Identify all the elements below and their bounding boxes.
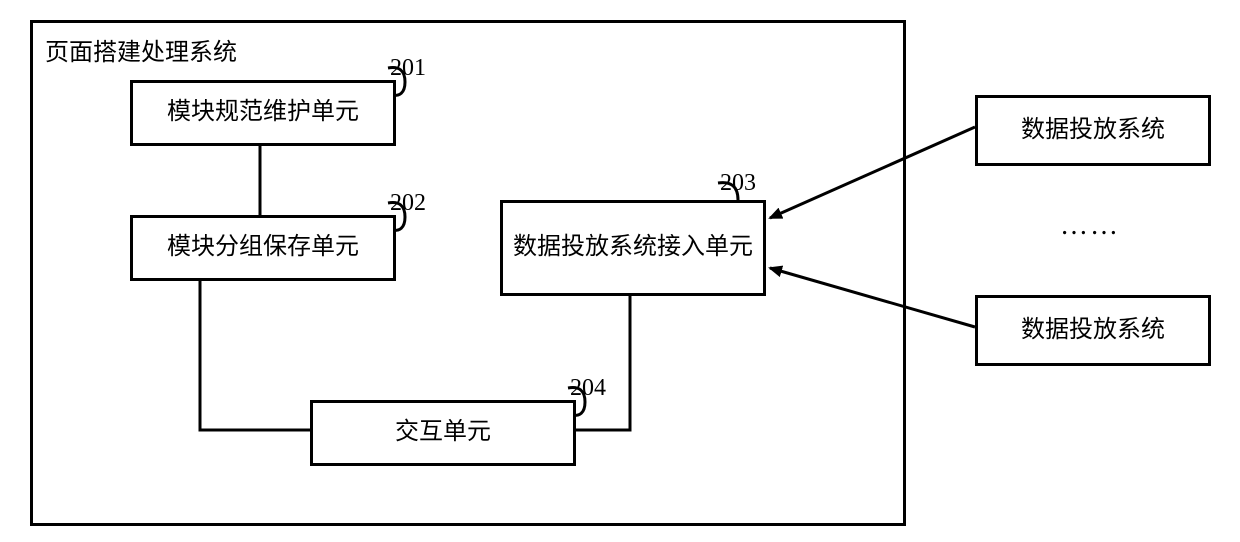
node-id-201: 201	[390, 55, 426, 82]
ellipsis: ……	[1060, 210, 1120, 242]
data-delivery-system-1: 数据投放系统	[975, 95, 1211, 166]
node-id-202: 202	[390, 190, 426, 217]
node-label: 模块分组保存单元	[167, 232, 359, 263]
node-label: 交互单元	[395, 417, 491, 448]
node-id-204: 204	[570, 375, 606, 402]
data-delivery-access-unit: 数据投放系统接入单元	[500, 200, 766, 296]
system-title: 页面搭建处理系统	[45, 32, 237, 67]
node-label: 数据投放系统接入单元	[513, 232, 753, 263]
node-label: 模块规范维护单元	[167, 97, 359, 128]
node-id-203: 203	[720, 170, 756, 197]
node-label: 数据投放系统	[1021, 115, 1165, 146]
module-spec-maint-unit: 模块规范维护单元	[130, 80, 396, 146]
node-label: 数据投放系统	[1021, 315, 1165, 346]
interaction-unit: 交互单元	[310, 400, 576, 466]
data-delivery-system-2: 数据投放系统	[975, 295, 1211, 366]
module-group-save-unit: 模块分组保存单元	[130, 215, 396, 281]
